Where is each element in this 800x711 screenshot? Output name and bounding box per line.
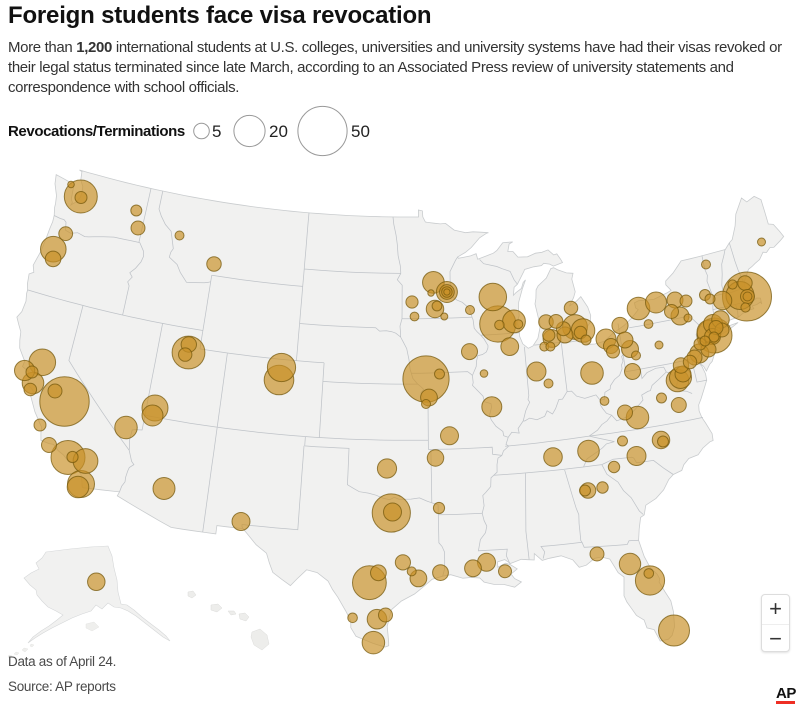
svg-text:50: 50 (351, 122, 370, 141)
svg-text:5: 5 (212, 122, 221, 141)
svg-text:20: 20 (269, 122, 288, 141)
